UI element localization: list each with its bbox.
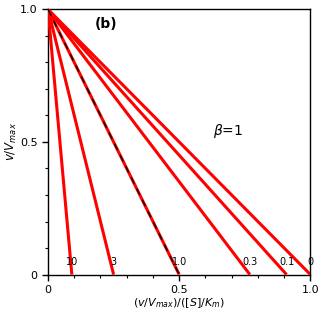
Text: $\beta$=1: $\beta$=1 <box>213 122 244 140</box>
Text: 3: 3 <box>110 256 117 266</box>
Y-axis label: $v/V_{max}$: $v/V_{max}$ <box>4 123 19 161</box>
Text: 0.3: 0.3 <box>242 256 257 266</box>
Text: 0.1: 0.1 <box>279 256 294 266</box>
Text: (b): (b) <box>95 17 118 31</box>
Text: 1.0: 1.0 <box>172 256 187 266</box>
X-axis label: $(v/V_{max})/([S]/K_m)$: $(v/V_{max})/([S]/K_m)$ <box>133 296 225 310</box>
Text: 10: 10 <box>66 256 78 266</box>
Text: 0: 0 <box>307 256 314 266</box>
